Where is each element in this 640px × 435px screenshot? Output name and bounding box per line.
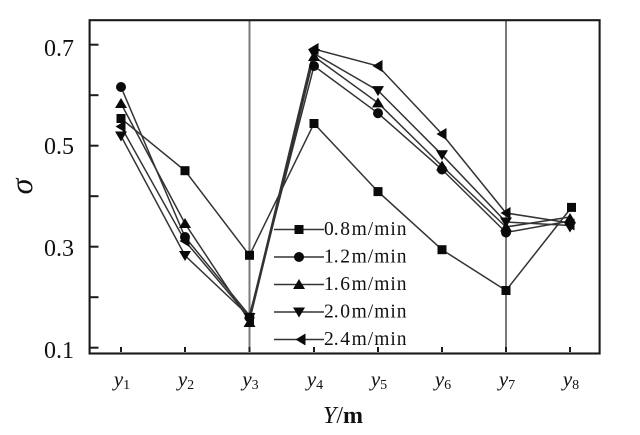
svg-text:2. 0 m/min: 2. 0 m/min [324, 302, 408, 323]
svg-text:0. 8 m/min: 0. 8 m/min [324, 219, 408, 240]
svg-text:1. 6 m/min: 1. 6 m/min [324, 274, 408, 295]
svg-text:0.7: 0.7 [44, 36, 74, 62]
svg-text:σ: σ [3, 177, 39, 194]
svg-text:0.3: 0.3 [44, 236, 74, 262]
svg-text:0.5: 0.5 [44, 134, 74, 160]
svg-text:0.1: 0.1 [44, 338, 74, 364]
svg-text:Y/m: Y/m [323, 403, 363, 429]
svg-text:2. 4 m/min: 2. 4 m/min [324, 329, 408, 350]
svg-text:1. 2 m/min: 1. 2 m/min [324, 247, 408, 268]
